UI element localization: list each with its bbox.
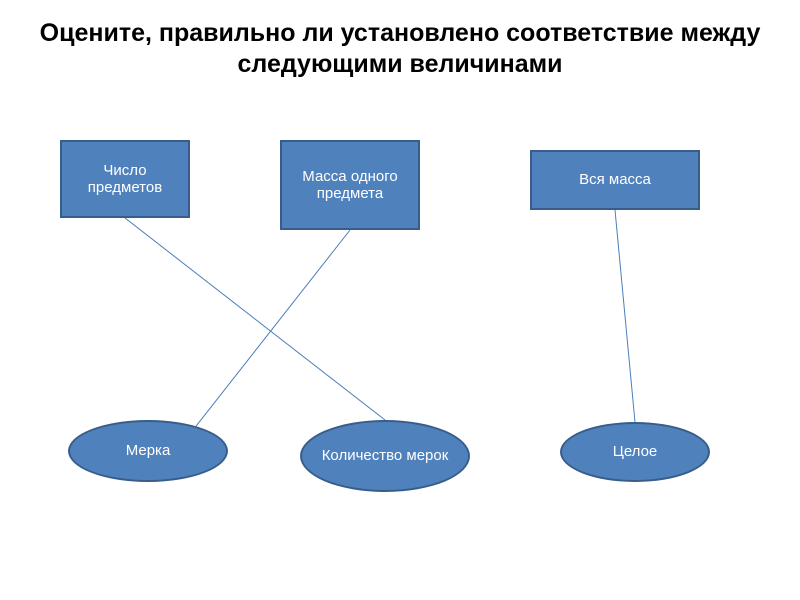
connector-layer: [0, 0, 800, 600]
page-title: Оцените, правильно ли установлено соотве…: [0, 18, 800, 81]
node-label: Количество мерок: [322, 447, 449, 464]
node-label: Число предметов: [66, 162, 184, 197]
node-rect-1: Число предметов: [60, 140, 190, 218]
node-label: Масса одного предмета: [286, 168, 414, 203]
node-label: Целое: [613, 443, 658, 460]
node-label: Мерка: [126, 442, 171, 459]
node-ellipse-1: Мерка: [68, 420, 228, 482]
node-rect-2: Масса одного предмета: [280, 140, 420, 230]
node-ellipse-2: Количество мерок: [300, 420, 470, 492]
node-rect-3: Вся масса: [530, 150, 700, 210]
diagram-canvas: { "title": { "text": "Оцените, правильно…: [0, 0, 800, 600]
node-ellipse-3: Целое: [560, 422, 710, 482]
node-label: Вся масса: [579, 171, 651, 188]
